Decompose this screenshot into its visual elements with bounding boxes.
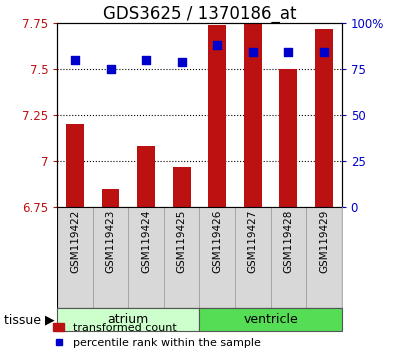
Bar — [315, 29, 333, 207]
Bar — [306, 207, 342, 308]
Text: atrium: atrium — [108, 313, 149, 326]
Point — [107, 66, 114, 72]
Point — [321, 50, 327, 55]
Point — [143, 57, 149, 63]
Text: GSM119429: GSM119429 — [319, 210, 329, 274]
Bar — [173, 167, 191, 207]
Text: ventricle: ventricle — [243, 313, 298, 326]
Point — [214, 42, 220, 48]
Bar — [164, 207, 199, 308]
Bar — [57, 207, 93, 308]
Bar — [235, 207, 271, 308]
Title: GDS3625 / 1370186_at: GDS3625 / 1370186_at — [103, 5, 296, 23]
Text: GSM119423: GSM119423 — [105, 210, 116, 274]
Bar — [128, 207, 164, 308]
Point — [285, 50, 292, 55]
Point — [250, 50, 256, 55]
Text: GSM119425: GSM119425 — [177, 210, 187, 274]
Bar — [137, 146, 155, 207]
Point — [72, 57, 78, 63]
Bar — [102, 189, 120, 207]
Text: GSM119422: GSM119422 — [70, 210, 80, 274]
Text: tissue ▶: tissue ▶ — [4, 313, 55, 326]
Text: GSM119426: GSM119426 — [212, 210, 222, 274]
Bar — [93, 207, 128, 308]
Bar — [199, 308, 342, 331]
Legend: transformed count, percentile rank within the sample: transformed count, percentile rank withi… — [53, 322, 261, 348]
Point — [179, 59, 185, 64]
Text: GSM119428: GSM119428 — [283, 210, 293, 274]
Bar — [199, 207, 235, 308]
Text: GSM119427: GSM119427 — [248, 210, 258, 274]
Bar — [66, 124, 84, 207]
Bar — [57, 308, 199, 331]
Text: GSM119424: GSM119424 — [141, 210, 151, 274]
Bar — [271, 207, 306, 308]
Bar — [244, 14, 262, 207]
Bar — [209, 25, 226, 207]
Bar — [280, 69, 297, 207]
